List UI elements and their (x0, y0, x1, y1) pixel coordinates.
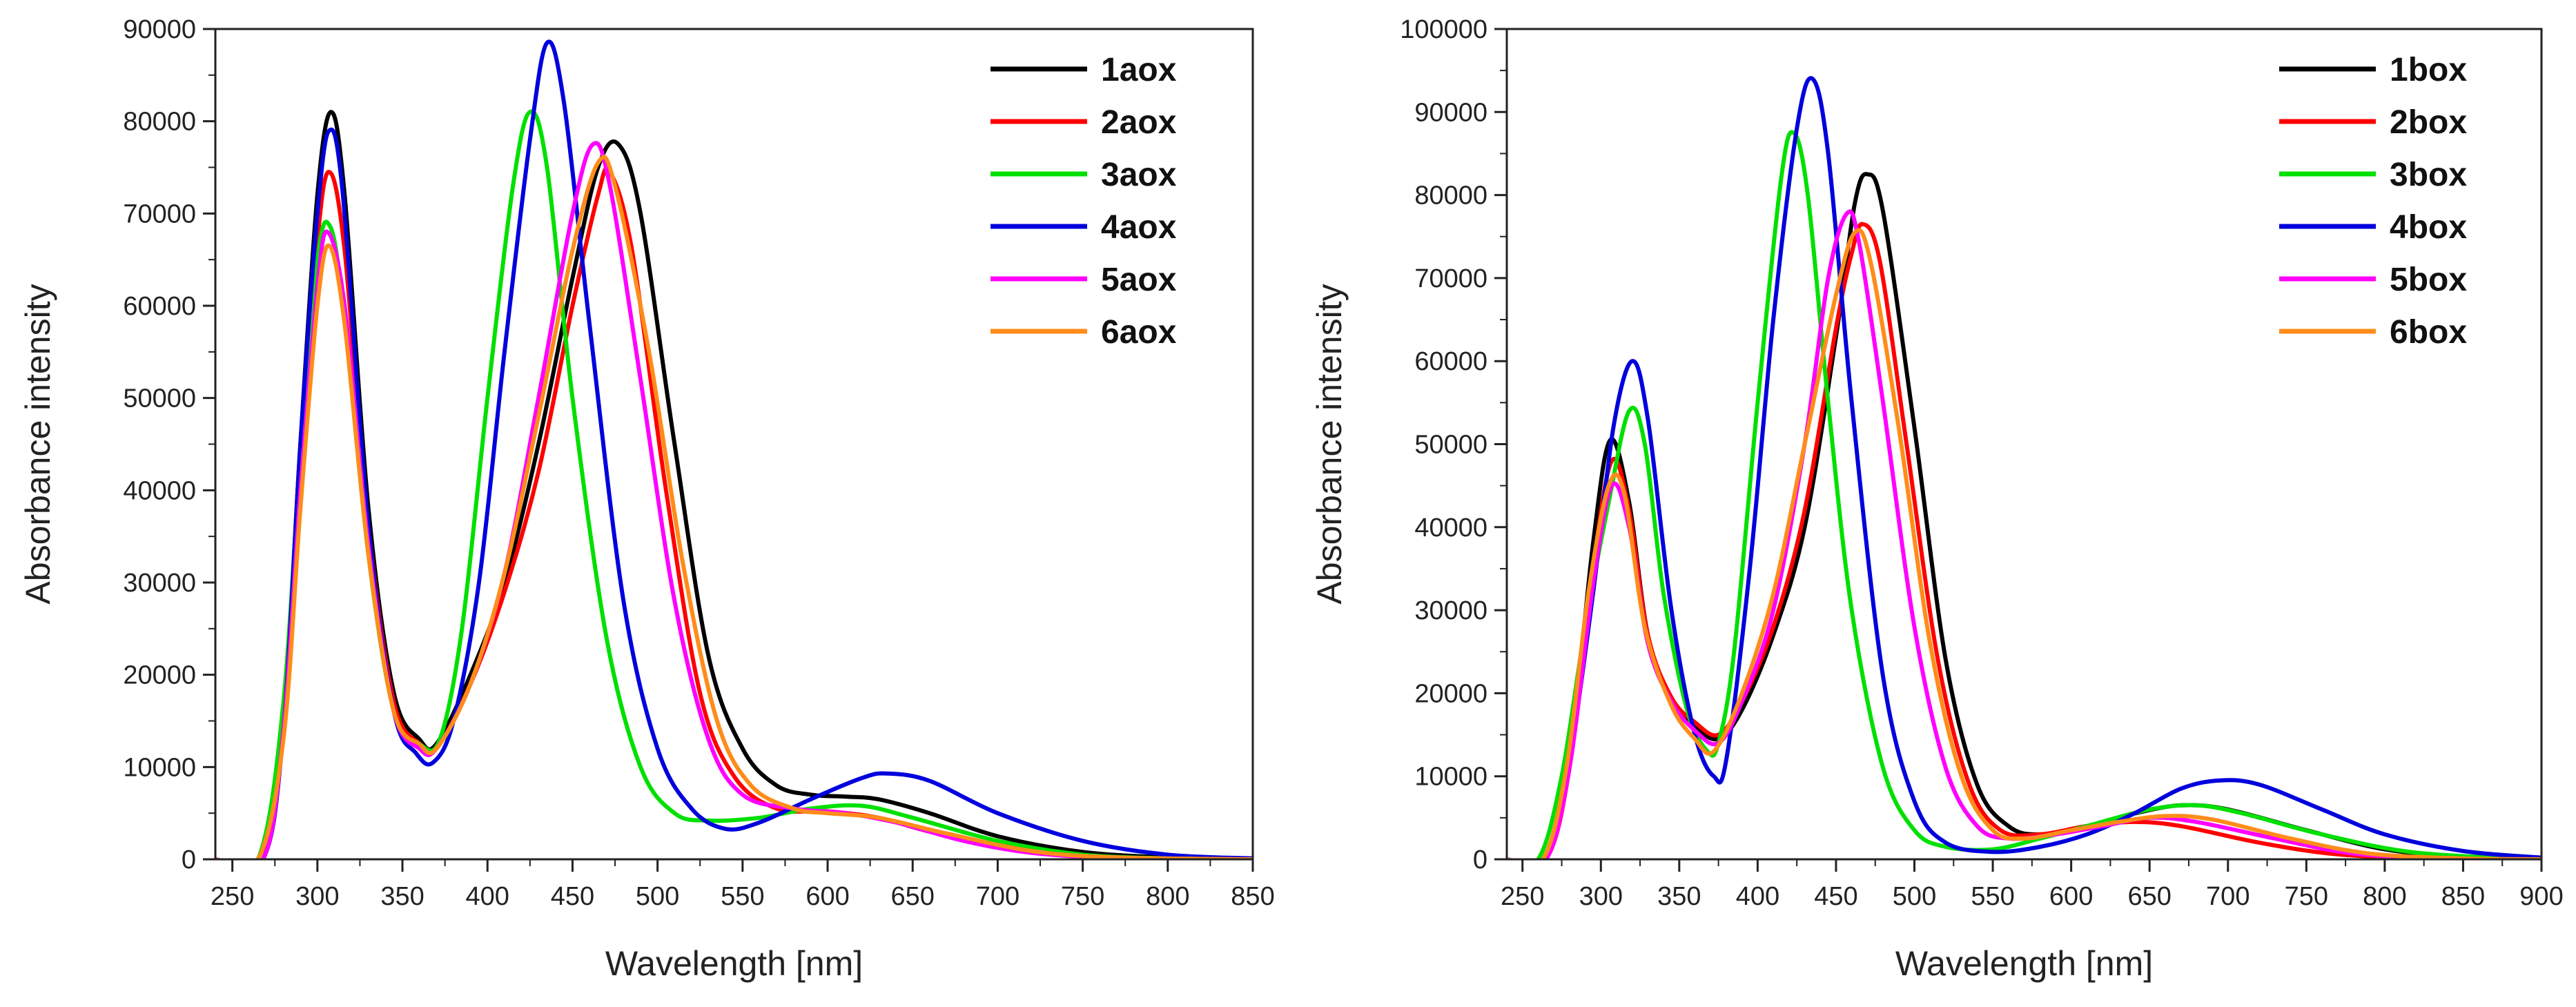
chart-right-y-tick-label: 90000 (1414, 98, 1487, 127)
chart-left-series-line-3aox (215, 109, 1253, 859)
chart-left-series-group (215, 39, 1253, 859)
chart-left-x-tick-label: 500 (636, 882, 679, 911)
chart-left-y-tick-label: 20000 (123, 661, 196, 690)
chart-right-x-tick-label: 300 (1579, 882, 1623, 911)
chart-left-y-tick-label: 90000 (123, 15, 196, 44)
chart-right-x-tick-label: 450 (1814, 882, 1857, 911)
chart-left-y-tick-label: 30000 (123, 569, 196, 598)
chart-left-x-tick-label: 800 (1146, 882, 1189, 911)
chart-left-y-tick-label: 10000 (123, 753, 196, 782)
chart-right-legend-label-6box: 6box (2390, 314, 2467, 351)
chart-right-series-line-4box (1507, 76, 2541, 859)
chart-right-legend-label-4box: 4box (2390, 209, 2467, 246)
chart-left-x-tick-label: 350 (380, 882, 424, 911)
chart-right-y-tick-label: 100000 (1400, 15, 1487, 44)
chart-right-x-tick-label: 550 (1971, 882, 2014, 911)
chart-left-series-line-1aox (215, 110, 1253, 859)
chart-left-y-tick-label: 40000 (123, 476, 196, 505)
chart-left-x-tick-label: 250 (211, 882, 254, 911)
chart-right-x-tick-label: 850 (2441, 882, 2485, 911)
chart-left-y-tick-label: 60000 (123, 292, 196, 321)
chart-left-ticks: 250 300 350 400 450 500 550 600 650 700 750 800 850 0… (123, 15, 1274, 911)
chart-right-x-tick-label: 650 (2127, 882, 2171, 911)
chart-right-y-tick-label: 50000 (1414, 431, 1487, 460)
chart-right-x-tick-label: 400 (1736, 882, 1779, 911)
chart-right-x-tick-label: 250 (1501, 882, 1544, 911)
chart-left-x-tick-label: 450 (551, 882, 594, 911)
chart-left-series-line-4aox (215, 39, 1253, 859)
chart-right-y-tick-label: 60000 (1414, 347, 1487, 376)
chart-left-legend-label-1aox: 1aox (1101, 52, 1177, 88)
chart-right-x-axis-title: Wavelength [nm] (1895, 944, 2153, 983)
chart-right-ticks: 250 300 350 400 450 500 550 600 650 700 750 800 850 9… (1400, 15, 2564, 911)
chart-left-y-tick-label: 50000 (123, 384, 196, 413)
chart-right-x-tick-label: 700 (2206, 882, 2250, 911)
chart-right-legend-label-2box: 2box (2390, 104, 2467, 141)
chart-left: 250 300 350 400 450 500 550 600 650 700 750 800 850 0… (19, 15, 1275, 983)
chart-left-x-tick-label: 300 (295, 882, 339, 911)
chart-left-y-tick-label: 80000 (123, 108, 196, 137)
chart-right: 250 300 350 400 450 500 550 600 650 700 750 800 850 9… (1310, 15, 2564, 983)
chart-left-x-tick-label: 400 (466, 882, 509, 911)
chart-left-x-tick-label: 650 (891, 882, 935, 911)
chart-right-x-tick-label: 900 (2519, 882, 2563, 911)
chart-right-x-tick-label: 800 (2363, 882, 2406, 911)
chart-right-legend: 1box 2box 3box 4box 5box 6box (2279, 52, 2467, 351)
chart-left-legend-label-3aox: 3aox (1101, 157, 1177, 193)
chart-left-legend: 1aox 2aox 3aox 4aox 5aox 6aox (991, 52, 1177, 351)
chart-right-legend-label-1box: 1box (2390, 52, 2467, 88)
chart-right-series-line-6box (1507, 228, 2541, 859)
chart-right-x-tick-label: 350 (1657, 882, 1701, 911)
chart-right-series-line-3box (1507, 130, 2541, 859)
chart-left-legend-label-5aox: 5aox (1101, 262, 1177, 298)
chart-left-x-tick-label: 700 (976, 882, 1019, 911)
chart-left-x-tick-label: 750 (1061, 882, 1104, 911)
chart-right-x-tick-label: 750 (2285, 882, 2328, 911)
chart-left-x-axis-title: Wavelength [nm] (605, 944, 863, 983)
chart-right-legend-label-5box: 5box (2390, 262, 2467, 298)
chart-left-y-tick-label: 0 (182, 845, 196, 874)
chart-left-legend-label-4aox: 4aox (1101, 209, 1177, 246)
chart-right-y-tick-label: 80000 (1414, 182, 1487, 211)
chart-right-y-tick-label: 70000 (1414, 264, 1487, 293)
chart-left-y-tick-label: 70000 (123, 199, 196, 228)
chart-right-x-tick-label: 500 (1893, 882, 1936, 911)
chart-left-y-axis-title: Absorbance intensity (19, 284, 57, 604)
chart-right-y-tick-label: 20000 (1414, 679, 1487, 708)
chart-right-plot-frame (1505, 28, 2543, 861)
chart-right-y-tick-label: 30000 (1414, 596, 1487, 625)
chart-right-y-tick-label: 40000 (1414, 514, 1487, 542)
chart-right-legend-label-3box: 3box (2390, 157, 2467, 193)
chart-left-x-tick-label: 850 (1231, 882, 1274, 911)
chart-right-y-axis-title: Absorbance intensity (1310, 284, 1349, 604)
chart-right-x-tick-label: 600 (2049, 882, 2093, 911)
chart-left-series-line-6aox (215, 155, 1253, 859)
chart-left-x-tick-label: 600 (806, 882, 849, 911)
chart-right-y-tick-label: 0 (1473, 845, 1487, 874)
chart-right-y-tick-label: 10000 (1414, 763, 1487, 792)
chart-right-series-group (1507, 76, 2541, 859)
chart-left-x-tick-label: 550 (721, 882, 764, 911)
chart-left-legend-label-6aox: 6aox (1101, 314, 1177, 351)
chart-left-legend-label-2aox: 2aox (1101, 104, 1177, 141)
